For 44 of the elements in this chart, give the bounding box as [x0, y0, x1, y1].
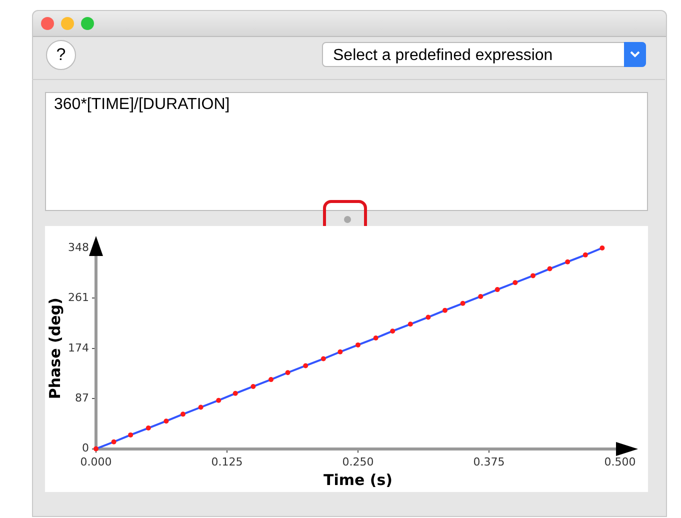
point	[93, 446, 98, 452]
point	[512, 280, 518, 286]
expression-field: 360*[TIME]/[DURATION]	[45, 92, 648, 211]
point	[111, 439, 116, 444]
point	[198, 404, 204, 410]
point	[216, 398, 222, 403]
point	[408, 322, 413, 327]
point	[303, 363, 308, 368]
x-tick-label: 0.250	[342, 455, 374, 468]
point	[565, 259, 570, 264]
point	[268, 377, 274, 382]
expression-dropdown: Select a predefined expression	[322, 42, 646, 67]
point	[582, 252, 588, 258]
point	[356, 342, 360, 348]
point	[180, 412, 186, 417]
point	[146, 426, 151, 431]
y-axis-title: Phase (deg)	[46, 298, 64, 400]
point	[460, 300, 466, 306]
point	[530, 273, 536, 278]
point	[128, 432, 134, 438]
x-tick-label: 0.375	[473, 455, 505, 468]
point	[373, 336, 378, 341]
x-axis-title: Time (s)	[323, 470, 393, 489]
x-tick-label: 0.125	[211, 455, 243, 468]
point	[494, 287, 500, 292]
y-tick-label: 348	[68, 240, 89, 254]
point	[232, 390, 238, 396]
x-tick-label: 0.000	[80, 455, 112, 468]
point	[478, 294, 484, 299]
point	[426, 314, 431, 320]
y-tick-label: 174	[68, 341, 89, 354]
point	[390, 328, 396, 334]
y-tick-label: 261	[68, 291, 89, 304]
y-tick-label: 87	[74, 391, 89, 404]
point	[338, 349, 343, 354]
y-tick-label: 0	[82, 442, 89, 455]
point	[250, 384, 256, 389]
point	[600, 246, 605, 250]
point	[442, 308, 448, 313]
point	[164, 418, 169, 424]
point	[320, 356, 326, 362]
x-tick-label: 0.500	[604, 455, 636, 468]
point	[285, 370, 290, 376]
point	[547, 266, 552, 272]
